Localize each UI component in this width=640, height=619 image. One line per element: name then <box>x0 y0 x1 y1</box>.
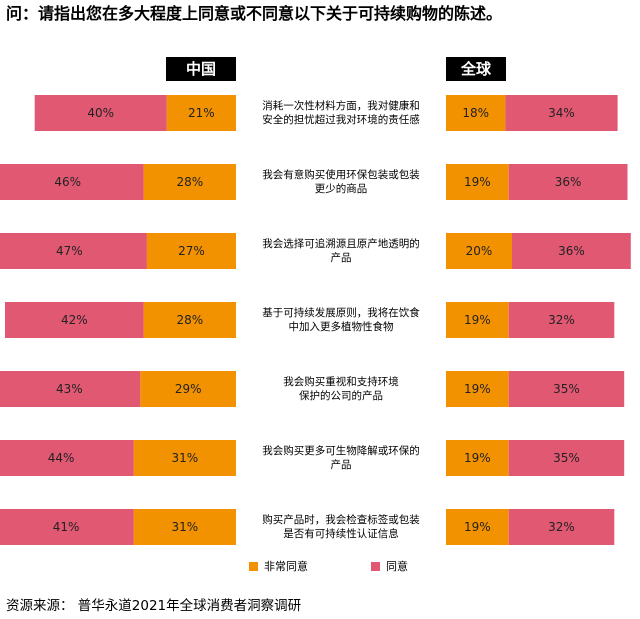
china-bar-strongly-agree <box>146 233 236 269</box>
global-label-strongly-agree: 19% <box>464 382 491 396</box>
statement-label: 更少的商品 <box>315 182 368 195</box>
china-label-strongly-agree: 21% <box>188 106 215 120</box>
global-bar-strongly-agree <box>446 95 506 131</box>
china-bar-agree <box>0 371 141 407</box>
china-bar-agree <box>5 302 144 338</box>
global-label-agree: 36% <box>558 244 585 258</box>
statement-label: 我会选择可追溯源且原产地透明的 <box>262 237 420 250</box>
global-label-strongly-agree: 18% <box>462 106 489 120</box>
china-label-strongly-agree: 28% <box>176 175 203 189</box>
global-bar-strongly-agree <box>446 371 509 407</box>
global-label-agree: 32% <box>548 520 575 534</box>
legend-label-strongly-agree: 非常同意 <box>264 560 308 573</box>
legend-swatch-strongly-agree <box>249 562 258 571</box>
global-bar-agree <box>508 440 625 476</box>
global-bar-agree <box>508 509 615 545</box>
statement-label: 我会有意购买使用环保包装或包装 <box>262 168 420 181</box>
china-label-strongly-agree: 28% <box>176 313 203 327</box>
statement-label: 是否有可持续性认证信息 <box>283 527 399 540</box>
china-label-agree: 47% <box>56 244 83 258</box>
china-label-agree: 41% <box>53 520 80 534</box>
statement-label: 中加入更多植物性食物 <box>289 320 394 333</box>
global-label-agree: 34% <box>548 106 575 120</box>
china-panel-header: 中国 <box>166 57 236 81</box>
statement-label: 基于可持续发展原则，我将在饮食 <box>262 306 420 319</box>
global-label-strongly-agree: 19% <box>464 313 491 327</box>
global-label-agree: 35% <box>553 451 580 465</box>
global-label-strongly-agree: 19% <box>464 175 491 189</box>
global-bar-agree <box>508 302 615 338</box>
statement-label: 购买产品时，我会检查标签或包装 <box>262 513 420 526</box>
legend-item-strongly-agree: 非常同意 <box>249 558 308 574</box>
china-bar-strongly-agree <box>133 509 236 545</box>
legend-item-agree: 同意 <box>371 558 408 574</box>
legend-label-agree: 同意 <box>386 560 408 573</box>
global-label-strongly-agree: 20% <box>466 244 493 258</box>
global-label-agree: 36% <box>555 175 582 189</box>
global-bar-strongly-agree <box>446 233 512 269</box>
china-bar-strongly-agree <box>166 95 236 131</box>
statement-label: 产品 <box>331 458 352 471</box>
china-label-strongly-agree: 29% <box>175 382 202 396</box>
global-label-strongly-agree: 19% <box>464 520 491 534</box>
china-bar-agree <box>34 95 167 131</box>
global-bar-strongly-agree <box>446 302 509 338</box>
legend-swatch-agree <box>371 562 380 571</box>
china-bar-strongly-agree <box>140 371 236 407</box>
china-label-agree: 42% <box>61 313 88 327</box>
statement-label: 我会购买更多可生物降解或环保的 <box>262 444 420 457</box>
global-bar-agree <box>508 371 625 407</box>
china-label-agree: 46% <box>54 175 81 189</box>
china-label-strongly-agree: 31% <box>172 451 199 465</box>
china-bar-agree <box>0 233 147 269</box>
global-bar-agree <box>508 164 628 200</box>
statement-label: 产品 <box>331 251 352 264</box>
statement-label: 安全的担忧超过我对环境的责任感 <box>262 113 420 126</box>
global-label-agree: 32% <box>548 313 575 327</box>
global-label-agree: 35% <box>553 382 580 396</box>
question-title: 问：请指出您在多大程度上同意或不同意以下关于可持续购物的陈述。 <box>6 4 503 23</box>
china-bar-agree <box>0 164 144 200</box>
global-bar-strongly-agree <box>446 509 509 545</box>
china-label-strongly-agree: 31% <box>172 520 199 534</box>
global-label-strongly-agree: 19% <box>464 451 491 465</box>
source-note: 资源来源： 普华永道2021年全球消费者洞察调研 <box>6 598 302 614</box>
china-label-agree: 40% <box>87 106 114 120</box>
global-panel-header: 全球 <box>446 57 506 81</box>
china-bar-agree <box>0 440 134 476</box>
china-label-strongly-agree: 27% <box>178 244 205 258</box>
china-bar-strongly-agree <box>133 440 236 476</box>
china-bar-strongly-agree <box>143 164 236 200</box>
china-label-agree: 44% <box>48 451 75 465</box>
global-bar-agree <box>505 95 618 131</box>
global-bar-strongly-agree <box>446 164 509 200</box>
global-bar-strongly-agree <box>446 440 509 476</box>
statement-label: 我会购买重视和支持环境 <box>283 375 399 388</box>
china-bar-agree <box>0 509 134 545</box>
global-bar-agree <box>512 233 631 269</box>
statement-label: 保护的公司的产品 <box>299 389 383 402</box>
china-bar-strongly-agree <box>143 302 236 338</box>
china-label-agree: 43% <box>56 382 83 396</box>
statement-label: 消耗一次性材料方面，我对健康和 <box>262 99 420 112</box>
